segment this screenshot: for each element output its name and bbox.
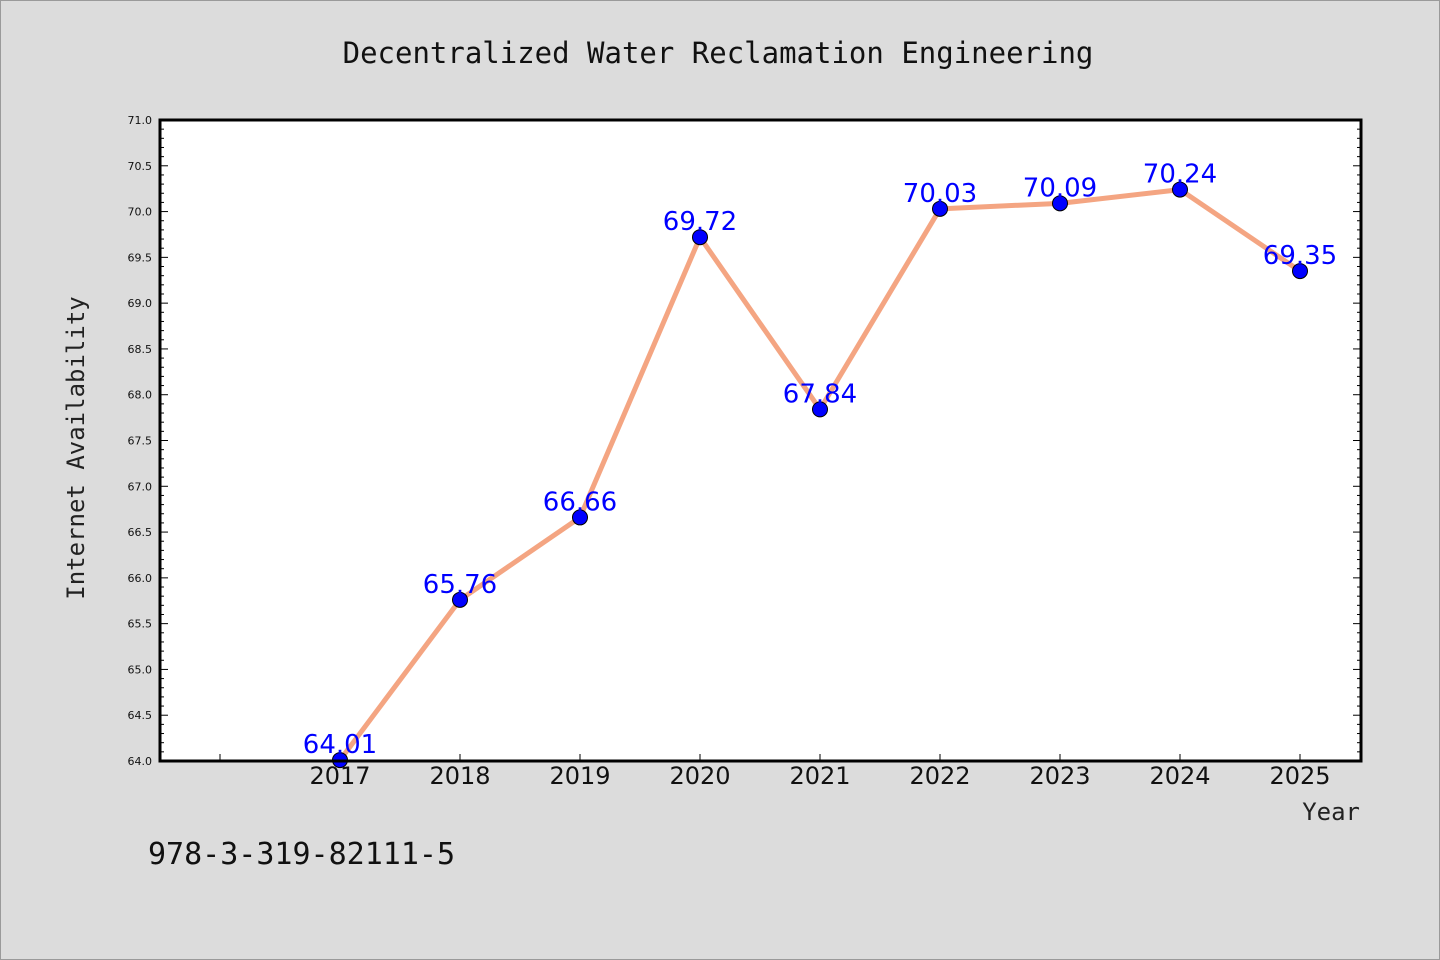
chart-title: Decentralized Water Reclamation Engineer… [343,36,1094,70]
data-point [812,401,828,418]
data-label: 69.35 [1263,241,1337,271]
y-tick-label: 69.0 [128,297,153,310]
data-point [932,200,948,217]
data-label: 64.01 [303,730,377,760]
x-axis-label: Year [1302,798,1360,826]
data-point [1292,263,1308,280]
data-label: 70.03 [903,179,977,209]
y-tick-label: 70.5 [128,160,153,173]
data-label: 69.72 [663,207,737,237]
y-tick-label: 69.5 [128,251,153,264]
data-point [1172,181,1188,198]
data-labels: 64.01 65.76 66.66 69.72 67.84 70.03 70.09 70.24… [303,160,1337,760]
plot-area [160,120,1361,761]
data-label: 67.84 [783,379,857,409]
data-point [572,509,588,526]
x-tick-label: 2025 [1269,762,1330,790]
data-label: 65.76 [423,570,497,600]
data-label: 66.66 [543,487,617,517]
x-tick-label: 2018 [429,762,490,790]
data-label: 70.24 [1143,160,1217,190]
x-tick-label: 2024 [1149,762,1210,790]
isbn-footer: 978-3-319-82111-5 [148,837,455,872]
y-tick-label: 64.5 [128,709,153,722]
x-tick-label: 2023 [1029,762,1090,790]
y-tick-label: 67.0 [128,480,153,493]
y-tick-label: 71.0 [128,114,153,127]
x-tick-label: 2022 [909,762,970,790]
y-tick-label: 64.0 [128,755,153,768]
x-tick-label: 2019 [549,762,610,790]
data-label: 70.09 [1023,173,1097,203]
y-tick-label: 68.5 [128,343,153,356]
x-tick-label: 2020 [669,762,730,790]
y-tick-label: 68.0 [128,389,153,402]
data-point [1052,195,1068,212]
y-axis-label: Internet Availability [62,296,90,599]
data-point [452,591,468,608]
y-tick-label: 70.0 [128,206,153,219]
y-tick-label: 65.0 [128,663,153,676]
data-markers [332,181,1308,769]
y-tick-label: 67.5 [128,435,153,448]
y-axis-ticks: 64.0 64.5 65.0 65.5 66.0 66.5 67.0 67.5 68.0 68.5… [128,114,1361,768]
y-tick-label: 66.5 [128,526,153,539]
plot-border [158,118,1363,763]
data-point [692,229,708,246]
y-tick-label: 66.0 [128,572,153,585]
x-tick-label: 2021 [789,762,850,790]
y-tick-label: 65.5 [128,618,153,631]
x-axis-ticks: 2017 2018 2019 2020 2021 2022 2023 2024 2025 [219,754,1331,790]
